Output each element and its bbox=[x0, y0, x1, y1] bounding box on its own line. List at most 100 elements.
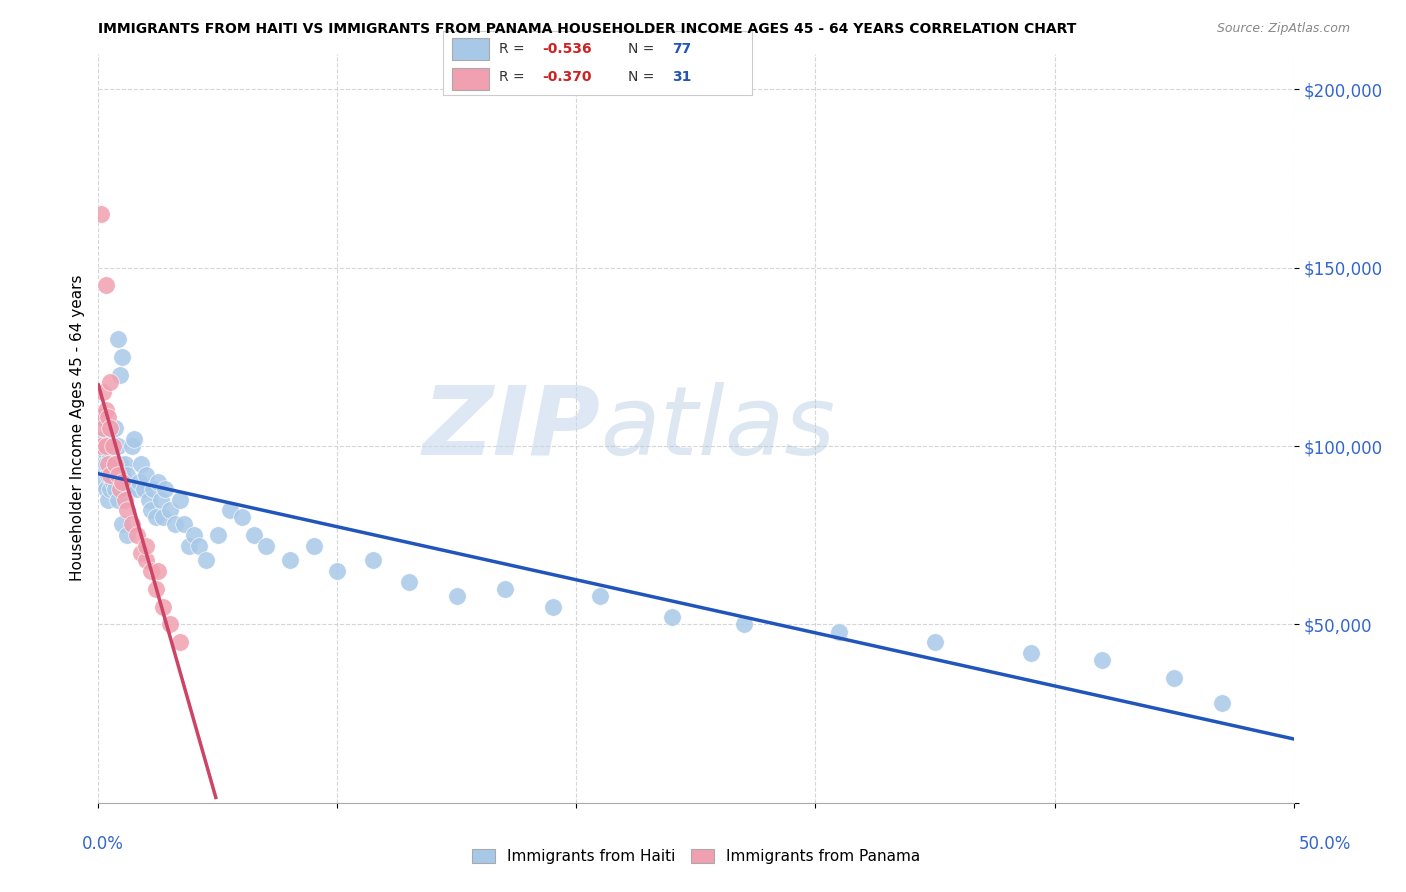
Point bbox=[173, 517, 195, 532]
Y-axis label: Householder Income Ages 45 - 64 years: Householder Income Ages 45 - 64 years bbox=[69, 275, 84, 582]
Point bbox=[828, 624, 851, 639]
Text: R =: R = bbox=[499, 42, 529, 56]
Point bbox=[135, 467, 157, 482]
Point bbox=[1019, 646, 1042, 660]
Point bbox=[98, 450, 122, 464]
Point bbox=[541, 599, 564, 614]
FancyBboxPatch shape bbox=[453, 37, 489, 60]
Point bbox=[97, 410, 120, 425]
Point bbox=[101, 475, 124, 489]
Point bbox=[152, 599, 174, 614]
Text: -0.370: -0.370 bbox=[541, 70, 592, 85]
Point bbox=[1211, 696, 1233, 710]
Point bbox=[107, 332, 129, 346]
Point bbox=[135, 553, 157, 567]
Point bbox=[98, 375, 122, 389]
Point bbox=[94, 278, 117, 293]
Point bbox=[94, 403, 117, 417]
Point bbox=[159, 617, 181, 632]
Point bbox=[94, 457, 117, 471]
Point bbox=[139, 564, 162, 578]
Point bbox=[104, 457, 127, 471]
Legend: Immigrants from Haiti, Immigrants from Panama: Immigrants from Haiti, Immigrants from P… bbox=[465, 843, 927, 870]
Point bbox=[94, 439, 117, 453]
Point bbox=[101, 457, 124, 471]
Text: N =: N = bbox=[628, 42, 659, 56]
Point bbox=[243, 528, 266, 542]
Point bbox=[135, 539, 157, 553]
Point bbox=[118, 482, 141, 496]
Point bbox=[108, 482, 131, 496]
Point bbox=[159, 503, 181, 517]
Point bbox=[148, 564, 170, 578]
Text: 0.0%: 0.0% bbox=[82, 835, 124, 853]
Point bbox=[97, 492, 120, 507]
Text: N =: N = bbox=[628, 70, 659, 85]
Point bbox=[90, 439, 112, 453]
Point bbox=[107, 467, 129, 482]
Point bbox=[111, 475, 134, 489]
Point bbox=[138, 492, 160, 507]
Point bbox=[108, 457, 131, 471]
Point bbox=[101, 439, 124, 453]
Point bbox=[139, 503, 162, 517]
Point bbox=[101, 439, 124, 453]
Text: -0.536: -0.536 bbox=[541, 42, 592, 56]
Point bbox=[104, 457, 127, 471]
Point bbox=[169, 635, 191, 649]
Point bbox=[231, 510, 253, 524]
Point bbox=[90, 457, 112, 471]
Point bbox=[121, 439, 143, 453]
Point bbox=[128, 475, 150, 489]
Point bbox=[446, 589, 468, 603]
Point bbox=[661, 610, 683, 624]
Point bbox=[90, 207, 112, 221]
Point bbox=[91, 410, 114, 425]
Point bbox=[163, 517, 186, 532]
Point bbox=[125, 528, 148, 542]
Point bbox=[733, 617, 755, 632]
Text: IMMIGRANTS FROM HAITI VS IMMIGRANTS FROM PANAMA HOUSEHOLDER INCOME AGES 45 - 64 : IMMIGRANTS FROM HAITI VS IMMIGRANTS FROM… bbox=[98, 22, 1077, 37]
Point bbox=[104, 482, 127, 496]
Point bbox=[254, 539, 277, 553]
Point bbox=[108, 368, 131, 382]
Point bbox=[94, 446, 117, 460]
Point bbox=[326, 564, 349, 578]
Point bbox=[183, 528, 205, 542]
Point bbox=[91, 432, 114, 446]
Point bbox=[114, 492, 136, 507]
Point bbox=[494, 582, 516, 596]
Point bbox=[302, 539, 325, 553]
Point bbox=[398, 574, 420, 589]
Point bbox=[278, 553, 301, 567]
Point bbox=[169, 492, 191, 507]
Point bbox=[91, 421, 114, 435]
Point bbox=[98, 467, 122, 482]
Point bbox=[1163, 671, 1185, 685]
Point bbox=[589, 589, 612, 603]
Point bbox=[94, 482, 117, 496]
FancyBboxPatch shape bbox=[453, 68, 489, 90]
Point bbox=[145, 582, 167, 596]
Point bbox=[107, 492, 129, 507]
Point bbox=[131, 546, 153, 560]
Point bbox=[111, 517, 134, 532]
Point bbox=[115, 467, 138, 482]
Point bbox=[115, 503, 138, 517]
Point bbox=[142, 482, 165, 496]
Point bbox=[115, 528, 138, 542]
Point bbox=[97, 467, 120, 482]
Point bbox=[149, 492, 172, 507]
Point bbox=[90, 439, 112, 453]
Point bbox=[97, 439, 120, 453]
Point bbox=[148, 475, 170, 489]
Point bbox=[145, 510, 167, 524]
Text: atlas: atlas bbox=[600, 382, 835, 475]
Point bbox=[195, 553, 218, 567]
Point bbox=[152, 510, 174, 524]
Point bbox=[111, 467, 134, 482]
Point bbox=[97, 457, 120, 471]
Point bbox=[363, 553, 385, 567]
Point bbox=[121, 517, 143, 532]
Point bbox=[155, 482, 177, 496]
